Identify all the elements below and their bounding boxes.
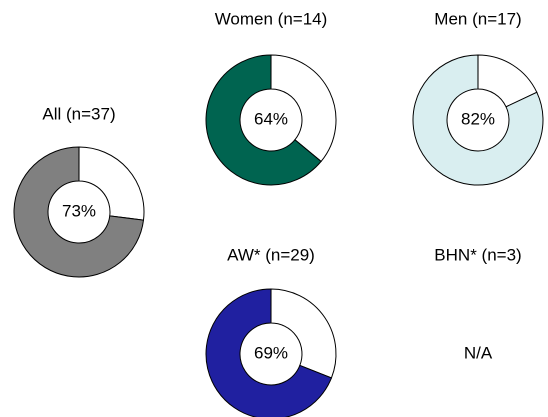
donut-segment (13, 146, 145, 278)
donut-segment (205, 54, 322, 186)
donut-title: Women (n=14) (215, 9, 328, 28)
remainder-segment (78, 146, 145, 221)
center-label: 69% (254, 343, 288, 362)
donut-title: Men (n=17) (434, 9, 521, 28)
remainder-segment (270, 54, 337, 163)
donut-title: AW* (n=29) (227, 245, 315, 264)
donut-title: All (n=37) (42, 104, 115, 123)
center-label: N/A (464, 343, 493, 362)
remainder-segment (270, 288, 337, 379)
donut-title: BHN* (n=3) (434, 245, 521, 264)
center-label: 73% (62, 201, 96, 220)
donut-segment (412, 54, 544, 186)
donut-segment (205, 288, 333, 417)
center-label: 82% (461, 109, 495, 128)
center-label: 64% (254, 109, 288, 128)
